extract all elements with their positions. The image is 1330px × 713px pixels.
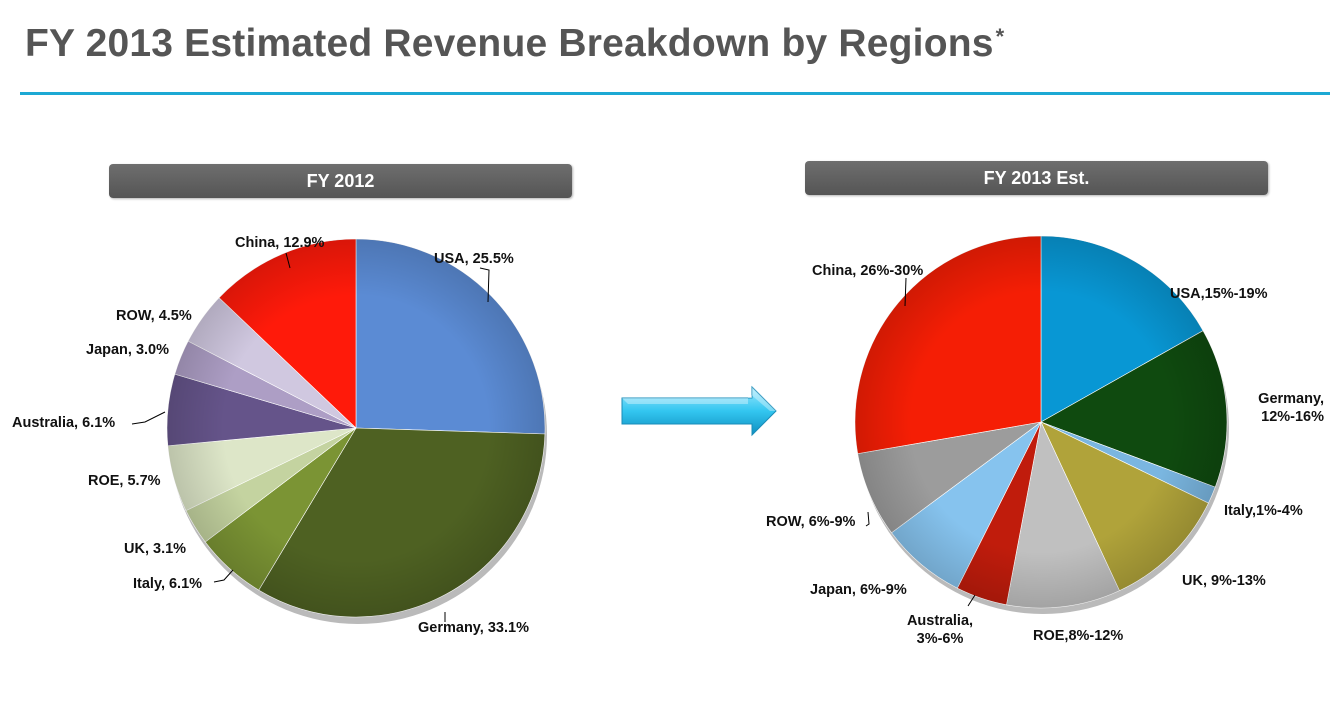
chart-header-fy2013: FY 2013 Est.	[805, 161, 1268, 195]
data-label-fy2013-roe: ROE,8%-12%	[1033, 628, 1123, 644]
chart-header-fy2012: FY 2012	[109, 164, 572, 198]
leader-line-fy2013-australia	[967, 594, 976, 607]
chart-title-fy2012: FY 2012	[306, 170, 375, 191]
page-title-footnote-mark: *	[995, 24, 1005, 49]
page-title-text: FY 2013 Estimated Revenue Breakdown by R…	[25, 22, 994, 65]
data-label-fy2012-roe: ROE, 5.7%	[88, 473, 161, 489]
transition-arrow-icon	[621, 385, 777, 437]
pie-chart-fy2012: USA, 25.5% Germany, 33.1% Italy, 6.1% UK, 3…	[12, 235, 547, 636]
data-label-fy2012-australia: Australia, 6.1%	[12, 415, 115, 431]
data-label-fy2013-australia: Australia, 3%-6%	[907, 613, 973, 647]
page-title: FY 2013 Estimated Revenue Breakdown by R…	[25, 22, 1004, 66]
data-label-fy2013-china: China, 26%-30%	[812, 263, 923, 279]
pie-chart-fy2013: USA,15%-19% Germany, 12%-16% Italy,1%-4% UK,…	[766, 235, 1324, 647]
data-label-fy2013-uk: UK, 9%-13%	[1182, 573, 1266, 589]
data-label-fy2012-uk: UK, 3.1%	[124, 541, 186, 557]
data-label-fy2012-japan: Japan, 3.0%	[86, 342, 169, 358]
data-label-fy2013-japan: Japan, 6%-9%	[810, 582, 907, 598]
leader-line-fy2012-china	[285, 252, 291, 269]
leader-line-fy2013-row	[865, 511, 870, 527]
data-label-fy2012-usa: USA, 25.5%	[434, 251, 514, 267]
data-label-fy2013-italy: Italy,1%-4%	[1224, 503, 1303, 519]
leader-line-fy2012-australia	[131, 411, 166, 425]
pie-slice-fy2012-usa	[355, 238, 546, 435]
data-label-fy2012-row: ROW, 4.5%	[116, 308, 192, 324]
leader-line-fy2012-usa	[479, 267, 490, 303]
leader-line-fy2012-italy	[213, 569, 234, 583]
chart-title-fy2013: FY 2013 Est.	[983, 167, 1090, 188]
data-label-fy2013-row: ROW, 6%-9%	[766, 514, 856, 530]
data-label-fy2012-germany: Germany, 33.1%	[418, 620, 529, 636]
data-label-fy2013-germany: Germany, 12%-16%	[1258, 391, 1324, 425]
leader-line-fy2013-china	[904, 277, 907, 307]
title-divider	[20, 92, 1330, 95]
data-label-fy2012-italy: Italy, 6.1%	[133, 576, 202, 592]
data-label-fy2012-china: China, 12.9%	[235, 235, 325, 251]
data-label-fy2013-usa: USA,15%-19%	[1170, 286, 1268, 302]
